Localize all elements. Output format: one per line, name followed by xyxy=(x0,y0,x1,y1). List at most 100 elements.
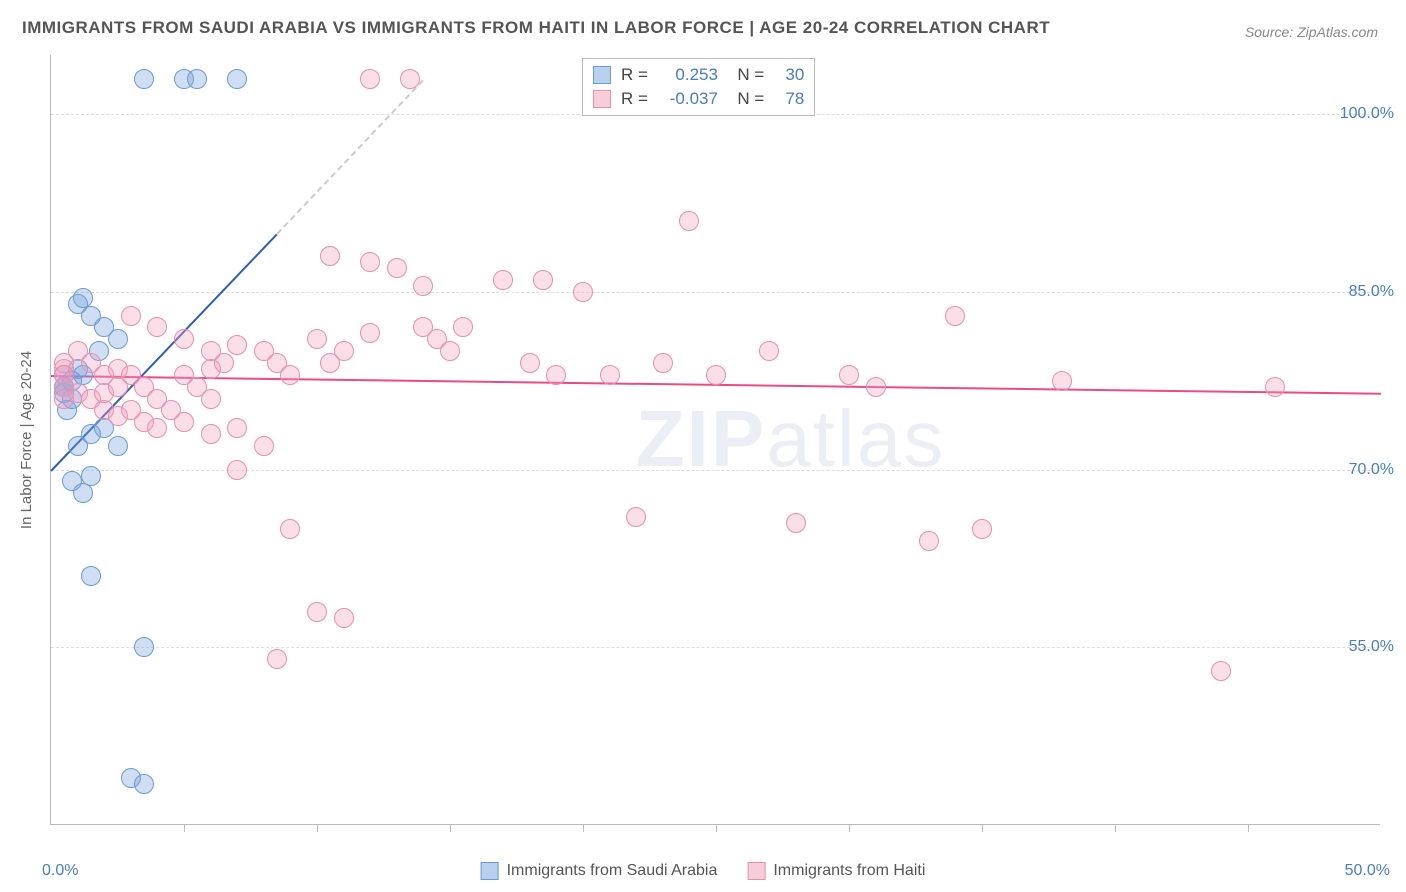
x-tick xyxy=(583,824,584,832)
data-point xyxy=(227,460,247,480)
data-point xyxy=(267,649,287,669)
data-point xyxy=(919,531,939,551)
data-point xyxy=(360,252,380,272)
trend-line-extrapolated xyxy=(276,79,424,234)
data-point xyxy=(1265,377,1285,397)
legend-swatch xyxy=(593,90,611,108)
data-point xyxy=(679,211,699,231)
data-point xyxy=(334,608,354,628)
bottom-legend-item: Immigrants from Haiti xyxy=(747,862,925,880)
n-value: 78 xyxy=(774,89,804,109)
legend-stats-row: R = 0.253 N = 30 xyxy=(593,63,804,87)
data-point xyxy=(839,365,859,385)
data-point xyxy=(334,341,354,361)
y-axis-label: In Labor Force | Age 20-24 xyxy=(18,351,35,529)
data-point xyxy=(174,412,194,432)
data-point xyxy=(520,353,540,373)
data-point xyxy=(73,483,93,503)
data-point xyxy=(134,637,154,657)
data-point xyxy=(174,329,194,349)
data-point xyxy=(413,276,433,296)
data-point xyxy=(280,365,300,385)
gridline-h xyxy=(51,292,1380,293)
x-tick xyxy=(450,824,451,832)
y-tick-label: 55.0% xyxy=(1349,638,1394,656)
stat-label: N = xyxy=(728,89,764,109)
x-tick xyxy=(184,824,185,832)
x-tick xyxy=(849,824,850,832)
data-point xyxy=(400,69,420,89)
plot-area: ZIPatlas xyxy=(50,55,1380,825)
stat-label: N = xyxy=(728,65,764,85)
stat-label: R = xyxy=(621,89,648,109)
data-point xyxy=(307,329,327,349)
legend-swatch xyxy=(481,862,499,880)
gridline-h xyxy=(51,470,1380,471)
data-point xyxy=(307,602,327,622)
data-point xyxy=(134,774,154,794)
data-point xyxy=(493,270,513,290)
n-value: 30 xyxy=(774,65,804,85)
legend-stats-box: R = 0.253 N = 30 R = -0.037 N = 78 xyxy=(582,58,815,116)
data-point xyxy=(134,69,154,89)
data-point xyxy=(600,365,620,385)
data-point xyxy=(533,270,553,290)
data-point xyxy=(866,377,886,397)
legend-stats-row: R = -0.037 N = 78 xyxy=(593,87,804,111)
data-point xyxy=(147,418,167,438)
legend-swatch xyxy=(747,862,765,880)
series-name: Immigrants from Haiti xyxy=(773,862,925,880)
data-point xyxy=(201,424,221,444)
data-point xyxy=(706,365,726,385)
data-point xyxy=(320,246,340,266)
watermark: ZIPatlas xyxy=(636,393,945,485)
r-value: -0.037 xyxy=(658,89,718,109)
data-point xyxy=(759,341,779,361)
data-point xyxy=(187,69,207,89)
x-tick xyxy=(982,824,983,832)
y-tick-label: 85.0% xyxy=(1349,283,1394,301)
data-point xyxy=(81,566,101,586)
data-point xyxy=(201,389,221,409)
data-point xyxy=(201,341,221,361)
series-name: Immigrants from Saudi Arabia xyxy=(507,862,718,880)
gridline-h xyxy=(51,647,1380,648)
data-point xyxy=(227,69,247,89)
data-point xyxy=(227,418,247,438)
x-tick xyxy=(1115,824,1116,832)
data-point xyxy=(108,329,128,349)
stat-label: R = xyxy=(621,65,648,85)
data-point xyxy=(972,519,992,539)
data-point xyxy=(573,282,593,302)
data-point xyxy=(280,519,300,539)
data-point xyxy=(786,513,806,533)
r-value: 0.253 xyxy=(658,65,718,85)
data-point xyxy=(121,306,141,326)
data-point xyxy=(227,335,247,355)
data-point xyxy=(945,306,965,326)
data-point xyxy=(1052,371,1072,391)
data-point xyxy=(147,317,167,337)
data-point xyxy=(360,69,380,89)
legend-swatch xyxy=(593,66,611,84)
chart-title: IMMIGRANTS FROM SAUDI ARABIA VS IMMIGRAN… xyxy=(22,18,1050,38)
x-tick xyxy=(716,824,717,832)
bottom-legend-item: Immigrants from Saudi Arabia xyxy=(481,862,718,880)
data-point xyxy=(626,507,646,527)
data-point xyxy=(387,258,407,278)
data-point xyxy=(546,365,566,385)
data-point xyxy=(360,323,380,343)
y-tick-label: 100.0% xyxy=(1340,105,1394,123)
bottom-legend: Immigrants from Saudi Arabia Immigrants f… xyxy=(481,862,926,880)
x-tick xyxy=(1248,824,1249,832)
data-point xyxy=(1211,661,1231,681)
x-tick-label: 0.0% xyxy=(42,862,78,880)
correlation-chart: IMMIGRANTS FROM SAUDI ARABIA VS IMMIGRAN… xyxy=(0,0,1406,892)
y-tick-label: 70.0% xyxy=(1349,461,1394,479)
x-tick xyxy=(317,824,318,832)
data-point xyxy=(108,377,128,397)
x-tick-label: 50.0% xyxy=(1345,862,1390,880)
data-point xyxy=(68,436,88,456)
data-point xyxy=(147,389,167,409)
data-point xyxy=(440,341,460,361)
